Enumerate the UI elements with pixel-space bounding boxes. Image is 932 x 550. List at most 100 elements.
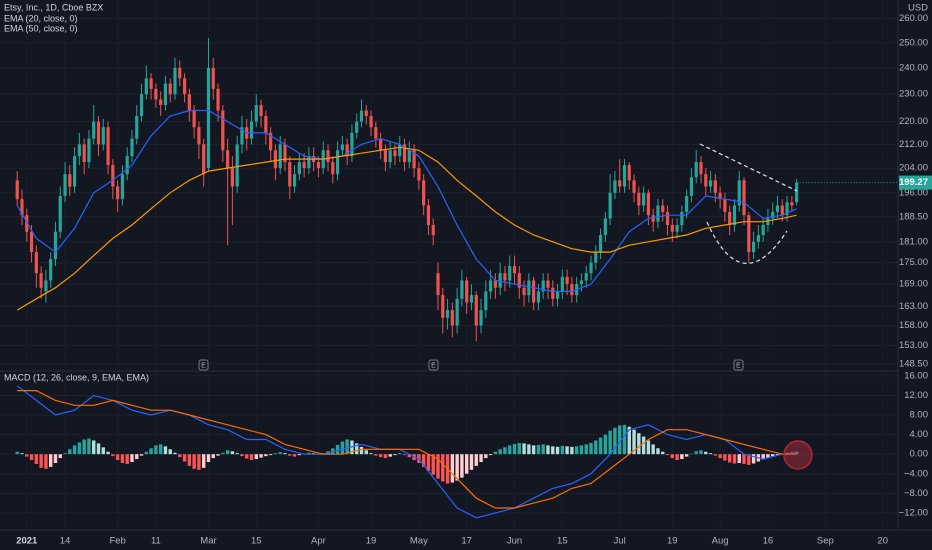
candle-body bbox=[718, 192, 722, 200]
histogram-bar bbox=[675, 454, 679, 461]
x-tick-label: Sep bbox=[817, 536, 834, 547]
legend-entry: EMA (50, close, 0) bbox=[4, 23, 78, 33]
candle-body bbox=[426, 205, 431, 226]
candle-body bbox=[192, 110, 196, 128]
histogram-bar bbox=[402, 454, 407, 456]
histogram-bar bbox=[96, 443, 101, 455]
x-tick-label: Jun bbox=[507, 536, 522, 547]
histogram-bar bbox=[670, 454, 675, 459]
histogram-bar bbox=[240, 454, 244, 457]
candle-body bbox=[202, 144, 206, 175]
candle-body bbox=[785, 202, 789, 216]
candle-body bbox=[173, 67, 177, 95]
histogram-bar bbox=[579, 445, 584, 455]
candle-body bbox=[221, 110, 225, 151]
histogram-bar bbox=[106, 451, 110, 455]
y-tick-label: 204.00 bbox=[899, 163, 928, 174]
histogram-bar bbox=[283, 453, 287, 455]
candle-body bbox=[398, 144, 402, 157]
histogram-bar bbox=[522, 443, 526, 455]
candle-body bbox=[661, 205, 665, 212]
candle-body bbox=[53, 231, 58, 260]
candle-body bbox=[551, 287, 555, 299]
candle-body bbox=[598, 235, 603, 253]
x-tick-label: Mar bbox=[200, 536, 216, 547]
histogram-bar bbox=[680, 454, 684, 460]
histogram-bar bbox=[92, 440, 96, 455]
candle-body bbox=[149, 78, 153, 89]
last-price-label: 199.27 bbox=[899, 177, 928, 188]
candle-body bbox=[249, 121, 254, 139]
x-tick-label: May bbox=[410, 536, 428, 547]
candle-body bbox=[144, 78, 148, 95]
y-tick-label: 260.00 bbox=[899, 13, 928, 24]
histogram-bar bbox=[488, 454, 493, 456]
histogram-bar bbox=[407, 454, 412, 458]
candle-body bbox=[584, 273, 588, 281]
candle-body bbox=[331, 162, 335, 175]
y-tick-label: −8.00 bbox=[904, 488, 928, 499]
candle-body bbox=[536, 291, 541, 303]
histogram-bar bbox=[704, 451, 708, 455]
candle-body bbox=[780, 205, 784, 216]
indicator-line bbox=[16, 146, 797, 311]
candle-body bbox=[455, 298, 459, 326]
candle-body bbox=[642, 192, 646, 206]
y-tick-label: 188.50 bbox=[899, 211, 928, 222]
chart-title: Etsy, Inc., 1D, Cboe BZX bbox=[4, 2, 103, 12]
histogram-bar bbox=[527, 444, 531, 455]
y-tick-label: 8.00 bbox=[910, 410, 929, 421]
histogram-bar bbox=[87, 438, 91, 455]
histogram-bar bbox=[158, 444, 163, 455]
histogram-bar bbox=[20, 453, 24, 455]
candle-body bbox=[383, 150, 388, 163]
candle-body bbox=[790, 202, 794, 206]
candle-body bbox=[39, 273, 43, 288]
y-tick-label: 250.00 bbox=[899, 37, 928, 48]
candle-body bbox=[498, 273, 502, 288]
histogram-bar bbox=[608, 430, 612, 455]
histogram-bar bbox=[168, 449, 172, 455]
histogram-bar bbox=[216, 454, 220, 456]
candle-body bbox=[775, 205, 780, 212]
x-tick-label: Apr bbox=[311, 536, 326, 547]
histogram-bar bbox=[689, 453, 694, 455]
histogram-bar bbox=[48, 454, 53, 467]
candle-body bbox=[737, 180, 741, 206]
x-tick-label: 15 bbox=[251, 536, 262, 547]
histogram-bar bbox=[718, 454, 722, 459]
candle-body bbox=[288, 162, 292, 187]
candle-body bbox=[297, 162, 301, 175]
candle-body bbox=[704, 174, 708, 187]
histogram-bar bbox=[618, 425, 622, 455]
histogram-bar bbox=[694, 451, 698, 455]
histogram-bar bbox=[771, 454, 775, 457]
candle-body bbox=[670, 225, 674, 232]
histogram-bar bbox=[699, 450, 703, 455]
candle-body bbox=[723, 199, 727, 212]
indicator-title: MACD (12, 26, close, 9, EMA, EMA) bbox=[4, 372, 149, 382]
candle-body bbox=[259, 105, 263, 117]
histogram-bar bbox=[493, 451, 498, 455]
candle-body bbox=[216, 88, 220, 111]
histogram-bar bbox=[15, 451, 19, 455]
histogram-bar bbox=[761, 454, 765, 460]
y-tick-label: −4.00 bbox=[904, 468, 928, 479]
histogram-bar bbox=[297, 454, 302, 456]
histogram-bar bbox=[364, 450, 368, 455]
candle-body bbox=[364, 110, 368, 117]
histogram-bar bbox=[72, 445, 77, 455]
candle-body bbox=[689, 177, 694, 196]
histogram-bar bbox=[512, 443, 517, 455]
candle-body bbox=[517, 273, 521, 288]
candle-body bbox=[527, 280, 531, 296]
candle-body bbox=[489, 280, 493, 292]
candle-body bbox=[226, 150, 230, 169]
candle-body bbox=[589, 262, 593, 274]
candle-body bbox=[469, 295, 474, 303]
candle-body bbox=[211, 67, 215, 89]
histogram-bar bbox=[192, 454, 196, 469]
histogram-bar bbox=[794, 451, 799, 455]
earnings-label: E bbox=[736, 362, 741, 369]
